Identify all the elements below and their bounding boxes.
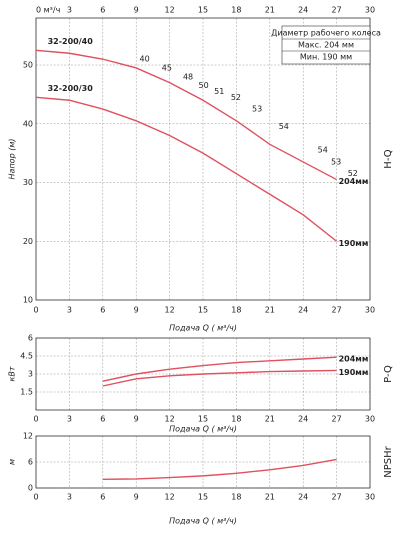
efficiency-label: 54 <box>318 146 328 155</box>
curve <box>102 356 337 382</box>
curve <box>102 458 337 481</box>
curve <box>35 49 337 181</box>
x2-tick-label: 27 <box>332 6 342 15</box>
x-tick-label: 6 <box>100 493 105 502</box>
y-axis-label: м <box>8 459 17 465</box>
plot-frame <box>35 337 371 411</box>
chart-title: NPSHr <box>383 445 394 477</box>
x2-tick-label: 24 <box>298 6 308 15</box>
x-tick-label: 9 <box>134 415 139 424</box>
efficiency-label: 51 <box>214 87 224 96</box>
y-tick-label: 20 <box>23 237 33 246</box>
x-tick-label: 18 <box>231 493 241 502</box>
x-tick-label: 3 <box>67 415 72 424</box>
chart-title: H-Q <box>383 149 394 168</box>
x-tick-label: 15 <box>198 493 208 502</box>
efficiency-label: 52 <box>231 93 241 102</box>
efficiency-label: 53 <box>331 157 341 166</box>
efficiency-label: 54 <box>279 122 289 131</box>
y-tick-label: 4.5 <box>20 352 33 361</box>
x-tick-label: 27 <box>332 493 342 502</box>
x2-tick-label: 21 <box>265 6 275 15</box>
y-axis-label: Напор (м) <box>8 139 17 180</box>
x-tick-label: 30 <box>365 493 375 502</box>
x-tick-label: 15 <box>198 415 208 424</box>
efficiency-label: 53 <box>252 105 262 114</box>
x-tick-label: 27 <box>332 415 342 424</box>
x2-tick-label: 6 <box>100 6 105 15</box>
x-tick-label: 30 <box>365 415 375 424</box>
y-tick-label: 6 <box>28 458 33 467</box>
chart-title: P-Q <box>383 365 394 383</box>
x-tick-label: 3 <box>67 306 72 315</box>
y-tick-label: 3 <box>28 370 33 379</box>
x-tick-label: 24 <box>298 415 308 424</box>
x-tick-label: 21 <box>265 415 275 424</box>
x-tick-label: 0 <box>33 493 38 502</box>
x-tick-label: 18 <box>231 415 241 424</box>
y-tick-label: 30 <box>23 178 33 187</box>
x2-tick-label: 9 <box>134 6 139 15</box>
efficiency-label: 50 <box>199 81 209 90</box>
legend-box <box>281 25 371 65</box>
x-tick-label: 12 <box>165 493 175 502</box>
x-tick-label: 27 <box>332 306 342 315</box>
y-tick-label: 1.5 <box>20 388 33 397</box>
x-tick-label: 21 <box>265 493 275 502</box>
x-axis-label: Подача Q ( м³/ч) <box>169 425 237 434</box>
x2-tick-label: 12 <box>165 6 175 15</box>
x-tick-label: 30 <box>365 306 375 315</box>
series-label: 190мм <box>339 239 369 248</box>
x2-tick-label: 15 <box>198 6 208 15</box>
curve <box>102 369 337 387</box>
x-tick-label: 12 <box>165 415 175 424</box>
series-label: 190мм <box>339 368 369 377</box>
y-tick-label: 50 <box>23 61 33 70</box>
y-tick-label: 12 <box>23 432 33 441</box>
y-axis-label: кВт <box>8 366 17 381</box>
x-axis-label: Подача Q ( м³/ч) <box>169 324 237 333</box>
efficiency-label: 48 <box>183 72 193 81</box>
x-axis-label: Подача Q ( м³/ч) <box>169 517 237 526</box>
x2-tick-label: 3 <box>67 6 72 15</box>
series-label: 204мм <box>339 355 369 364</box>
x-tick-label: 12 <box>165 306 175 315</box>
plot-frame <box>35 435 371 489</box>
x2-tick-label: 0 м³/ч <box>36 6 60 15</box>
x-tick-label: 18 <box>231 306 241 315</box>
x-tick-label: 3 <box>67 493 72 502</box>
efficiency-label: 40 <box>140 55 150 64</box>
x-tick-label: 0 <box>33 415 38 424</box>
y-tick-label: 10 <box>23 296 33 305</box>
x-tick-label: 9 <box>134 493 139 502</box>
x-tick-label: 6 <box>100 415 105 424</box>
x2-tick-label: 30 <box>365 6 375 15</box>
x-tick-label: 9 <box>134 306 139 315</box>
efficiency-label: 45 <box>162 63 172 72</box>
curve <box>35 96 338 242</box>
x-tick-label: 6 <box>100 306 105 315</box>
x-tick-label: 0 <box>33 306 38 315</box>
x-tick-label: 15 <box>198 306 208 315</box>
annotation: 32-200/40 <box>48 37 94 46</box>
legend-max: Макс. 204 мм <box>298 41 354 50</box>
legend-min: Мин. 190 мм <box>300 53 352 62</box>
y-tick-label: 40 <box>23 119 33 128</box>
plot-frame <box>35 17 371 301</box>
y-tick-label: 0 <box>28 484 33 493</box>
x-tick-label: 21 <box>265 306 275 315</box>
legend-title: Диаметр рабочего колеса <box>271 29 381 38</box>
x2-tick-label: 18 <box>231 6 241 15</box>
series-label: 204мм <box>339 177 369 186</box>
x-tick-label: 24 <box>298 306 308 315</box>
x-tick-label: 24 <box>298 493 308 502</box>
annotation: 32-200/30 <box>48 84 94 93</box>
y-tick-label: 6 <box>28 334 33 343</box>
efficiency-label: 52 <box>348 169 358 178</box>
